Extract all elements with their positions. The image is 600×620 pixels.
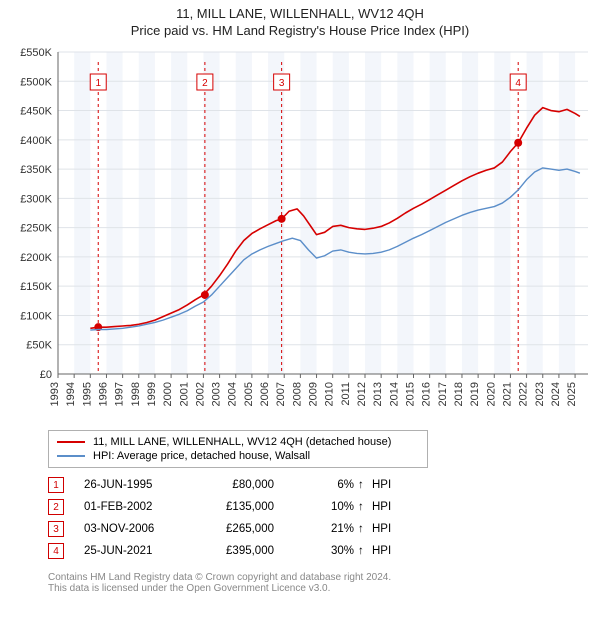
sale-hpi-label: HPI (372, 479, 412, 491)
svg-text:2023: 2023 (534, 382, 546, 406)
svg-text:£300K: £300K (20, 193, 52, 205)
svg-text:2010: 2010 (324, 382, 336, 406)
arrow-up-icon: ↑ (354, 479, 372, 491)
svg-text:1994: 1994 (65, 382, 77, 406)
svg-text:1999: 1999 (146, 382, 158, 406)
svg-text:2003: 2003 (211, 382, 223, 406)
sale-pct: 21% (314, 523, 354, 535)
svg-text:2002: 2002 (194, 382, 206, 406)
svg-text:2025: 2025 (566, 382, 578, 406)
svg-text:£350K: £350K (20, 164, 52, 176)
sales-row: 3 03-NOV-2006£265,00021%↑HPI (48, 518, 592, 540)
sale-date: 25-JUN-2021 (84, 545, 214, 557)
svg-text:£550K: £550K (20, 47, 52, 59)
sale-price: £265,000 (214, 523, 314, 535)
svg-text:1995: 1995 (81, 382, 93, 406)
chart: £0 £50K £100K £150K £200K £250K £300K £350K £400… (8, 44, 592, 424)
legend-swatch (57, 455, 85, 457)
svg-text:2016: 2016 (421, 382, 433, 406)
sales-table: 126-JUN-1995£80,0006%↑HPI201-FEB-2002£13… (48, 474, 592, 562)
footnote-line-2: This data is licensed under the Open Gov… (48, 583, 592, 594)
sale-hpi-label: HPI (372, 501, 412, 513)
arrow-up-icon: ↑ (354, 523, 372, 535)
svg-text:£500K: £500K (20, 76, 52, 88)
svg-text:2013: 2013 (372, 382, 384, 406)
title-line-2: Price paid vs. HM Land Registry's House … (8, 23, 592, 38)
svg-text:£150K: £150K (20, 281, 52, 293)
svg-text:2008: 2008 (291, 382, 303, 406)
event-number-box: 3 (48, 521, 64, 537)
legend-label: HPI: Average price, detached house, Wals… (93, 450, 310, 462)
svg-text:1996: 1996 (97, 382, 109, 406)
sale-date: 26-JUN-1995 (84, 479, 214, 491)
svg-text:2001: 2001 (178, 382, 190, 406)
sale-pct: 6% (314, 479, 354, 491)
svg-text:£0: £0 (40, 369, 52, 381)
svg-text:2: 2 (202, 78, 208, 89)
sale-price: £80,000 (214, 479, 314, 491)
svg-text:4: 4 (515, 78, 521, 89)
svg-text:1998: 1998 (130, 382, 142, 406)
svg-text:2018: 2018 (453, 382, 465, 406)
sale-date: 01-FEB-2002 (84, 501, 214, 513)
footnote-line-1: Contains HM Land Registry data © Crown c… (48, 572, 592, 583)
svg-text:2012: 2012 (356, 382, 368, 406)
legend-row: HPI: Average price, detached house, Wals… (57, 449, 419, 463)
legend: 11, MILL LANE, WILLENHALL, WV12 4QH (det… (48, 430, 428, 468)
svg-text:2021: 2021 (501, 382, 513, 406)
svg-text:2009: 2009 (308, 382, 320, 406)
arrow-up-icon: ↑ (354, 545, 372, 557)
sales-row: 4 25-JUN-2021£395,00030%↑HPI (48, 540, 592, 562)
svg-text:2000: 2000 (162, 382, 174, 406)
event-number-box: 2 (48, 499, 64, 515)
event-number-box: 1 (48, 477, 64, 493)
svg-text:2017: 2017 (437, 382, 449, 406)
title-line-1: 11, MILL LANE, WILLENHALL, WV12 4QH (8, 6, 592, 21)
svg-text:£450K: £450K (20, 106, 52, 118)
sales-row: 1 26-JUN-1995£80,0006%↑HPI (48, 474, 592, 496)
svg-text:£50K: £50K (26, 340, 52, 352)
sales-row: 2 01-FEB-2002£135,00010%↑HPI (48, 496, 592, 518)
sale-pct: 10% (314, 501, 354, 513)
svg-text:3: 3 (279, 78, 285, 89)
sale-price: £395,000 (214, 545, 314, 557)
sale-price: £135,000 (214, 501, 314, 513)
legend-label: 11, MILL LANE, WILLENHALL, WV12 4QH (det… (93, 436, 391, 448)
svg-text:2020: 2020 (485, 382, 497, 406)
svg-text:2004: 2004 (227, 382, 239, 406)
sale-pct: 30% (314, 545, 354, 557)
container: 11, MILL LANE, WILLENHALL, WV12 4QH Pric… (0, 0, 600, 602)
svg-text:1: 1 (95, 78, 101, 89)
sale-date: 03-NOV-2006 (84, 523, 214, 535)
legend-row: 11, MILL LANE, WILLENHALL, WV12 4QH (det… (57, 435, 419, 449)
svg-text:2014: 2014 (388, 382, 400, 406)
event-number-box: 4 (48, 543, 64, 559)
svg-text:2007: 2007 (275, 382, 287, 406)
svg-text:2011: 2011 (340, 382, 352, 406)
arrow-up-icon: ↑ (354, 501, 372, 513)
svg-text:£400K: £400K (20, 135, 52, 147)
svg-text:2006: 2006 (259, 382, 271, 406)
svg-text:£200K: £200K (20, 252, 52, 264)
svg-text:2022: 2022 (518, 382, 530, 406)
svg-text:£100K: £100K (20, 310, 52, 322)
svg-text:£250K: £250K (20, 223, 52, 235)
svg-text:2015: 2015 (404, 382, 416, 406)
svg-text:2024: 2024 (550, 382, 562, 406)
sale-hpi-label: HPI (372, 523, 412, 535)
legend-swatch (57, 441, 85, 443)
svg-text:1993: 1993 (49, 382, 61, 406)
svg-text:1997: 1997 (114, 382, 126, 406)
footnote: Contains HM Land Registry data © Crown c… (48, 572, 592, 594)
svg-text:2019: 2019 (469, 382, 481, 406)
svg-text:2005: 2005 (243, 382, 255, 406)
sale-hpi-label: HPI (372, 545, 412, 557)
